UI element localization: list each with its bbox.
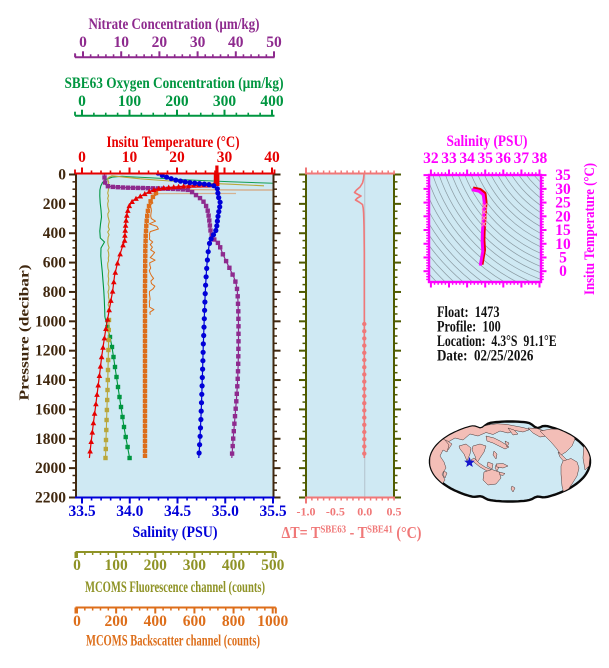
svg-text:400: 400 bbox=[43, 225, 67, 242]
svg-text:-1.0: -1.0 bbox=[297, 505, 316, 519]
svg-text:200: 200 bbox=[43, 196, 67, 213]
svg-text:-0.5: -0.5 bbox=[326, 505, 345, 519]
svg-text:1200: 1200 bbox=[35, 343, 66, 360]
svg-text:30: 30 bbox=[190, 34, 206, 51]
svg-text:MCOMS Fluorescence channel (co: MCOMS Fluorescence channel (counts) bbox=[85, 579, 265, 596]
svg-text:10: 10 bbox=[555, 236, 571, 253]
svg-text:10: 10 bbox=[122, 149, 138, 166]
svg-text:33.5: 33.5 bbox=[68, 503, 95, 520]
svg-text:MCOMS Backscatter channel (cou: MCOMS Backscatter channel (counts) bbox=[86, 633, 260, 650]
svg-text:500: 500 bbox=[261, 557, 285, 574]
svg-text:33: 33 bbox=[441, 150, 457, 167]
svg-text:0: 0 bbox=[73, 613, 81, 630]
svg-text:Float: 1473: Float: 1473 bbox=[437, 304, 500, 321]
svg-text:15: 15 bbox=[555, 222, 571, 239]
svg-text:Pressure (decibar): Pressure (decibar) bbox=[17, 265, 32, 401]
svg-text:800: 800 bbox=[43, 284, 67, 301]
svg-text:200: 200 bbox=[165, 93, 189, 110]
svg-text:34.5: 34.5 bbox=[164, 503, 191, 520]
svg-text:ΔT= TSBE63 - TSBE41 (°C): ΔT= TSBE63 - TSBE41 (°C) bbox=[282, 523, 422, 542]
svg-text:0: 0 bbox=[559, 263, 567, 280]
svg-text:SBE63 Oxygen Concentration (µm: SBE63 Oxygen Concentration (µm/kg) bbox=[65, 75, 284, 92]
svg-text:Insitu Temperature (°C): Insitu Temperature (°C) bbox=[107, 134, 240, 151]
svg-text:35.5: 35.5 bbox=[259, 503, 286, 520]
svg-text:0: 0 bbox=[79, 34, 87, 51]
svg-text:0: 0 bbox=[78, 93, 86, 110]
svg-text:38: 38 bbox=[532, 150, 548, 167]
svg-text:100: 100 bbox=[118, 93, 142, 110]
svg-text:600: 600 bbox=[183, 613, 207, 630]
svg-text:20: 20 bbox=[169, 149, 185, 166]
svg-text:300: 300 bbox=[213, 93, 237, 110]
svg-text:Salinity (PSU): Salinity (PSU) bbox=[447, 133, 528, 150]
svg-text:35: 35 bbox=[477, 150, 493, 167]
svg-text:34: 34 bbox=[459, 150, 475, 167]
svg-text:35: 35 bbox=[555, 167, 571, 184]
svg-text:Location: 4.3°S 91.1°E: Location: 4.3°S 91.1°E bbox=[437, 333, 557, 350]
svg-text:1000: 1000 bbox=[257, 613, 288, 630]
svg-text:34.0: 34.0 bbox=[116, 503, 143, 520]
svg-text:0: 0 bbox=[78, 149, 86, 166]
svg-text:35.0: 35.0 bbox=[212, 503, 239, 520]
svg-text:40: 40 bbox=[228, 34, 244, 51]
svg-text:5: 5 bbox=[559, 249, 567, 266]
svg-text:30: 30 bbox=[555, 181, 571, 198]
svg-text:25: 25 bbox=[555, 195, 571, 212]
svg-text:400: 400 bbox=[222, 557, 246, 574]
svg-text:20: 20 bbox=[555, 208, 571, 225]
svg-text:Date: 02/25/2026: Date: 02/25/2026 bbox=[437, 348, 533, 365]
svg-text:600: 600 bbox=[43, 255, 67, 272]
svg-text:20: 20 bbox=[152, 34, 168, 51]
svg-text:50: 50 bbox=[266, 34, 282, 51]
svg-text:1800: 1800 bbox=[35, 431, 66, 448]
svg-text:0: 0 bbox=[73, 557, 81, 574]
svg-text:0: 0 bbox=[58, 167, 66, 184]
svg-text:100: 100 bbox=[105, 557, 129, 574]
svg-text:Insitu Temperature (°C): Insitu Temperature (°C) bbox=[582, 163, 598, 295]
svg-text:36: 36 bbox=[496, 150, 512, 167]
svg-text:200: 200 bbox=[144, 557, 168, 574]
svg-text:37: 37 bbox=[514, 150, 530, 167]
svg-text:2200: 2200 bbox=[35, 490, 66, 507]
svg-text:32: 32 bbox=[423, 150, 439, 167]
svg-text:1000: 1000 bbox=[35, 313, 66, 330]
svg-text:40: 40 bbox=[264, 149, 280, 166]
svg-text:Profile: 100: Profile: 100 bbox=[437, 319, 501, 336]
svg-text:800: 800 bbox=[222, 613, 246, 630]
svg-text:200: 200 bbox=[105, 613, 129, 630]
svg-text:2000: 2000 bbox=[35, 460, 66, 477]
svg-text:300: 300 bbox=[183, 557, 207, 574]
svg-text:400: 400 bbox=[144, 613, 168, 630]
svg-text:1400: 1400 bbox=[35, 372, 66, 389]
svg-text:0.5: 0.5 bbox=[387, 505, 402, 519]
svg-text:400: 400 bbox=[260, 93, 284, 110]
svg-text:Nitrate Concentration (µm/kg): Nitrate Concentration (µm/kg) bbox=[89, 16, 260, 33]
svg-text:10: 10 bbox=[113, 34, 129, 51]
svg-text:1600: 1600 bbox=[35, 401, 66, 418]
svg-text:0.0: 0.0 bbox=[357, 505, 372, 519]
svg-text:30: 30 bbox=[217, 149, 233, 166]
svg-text:Salinity (PSU): Salinity (PSU) bbox=[133, 524, 218, 541]
